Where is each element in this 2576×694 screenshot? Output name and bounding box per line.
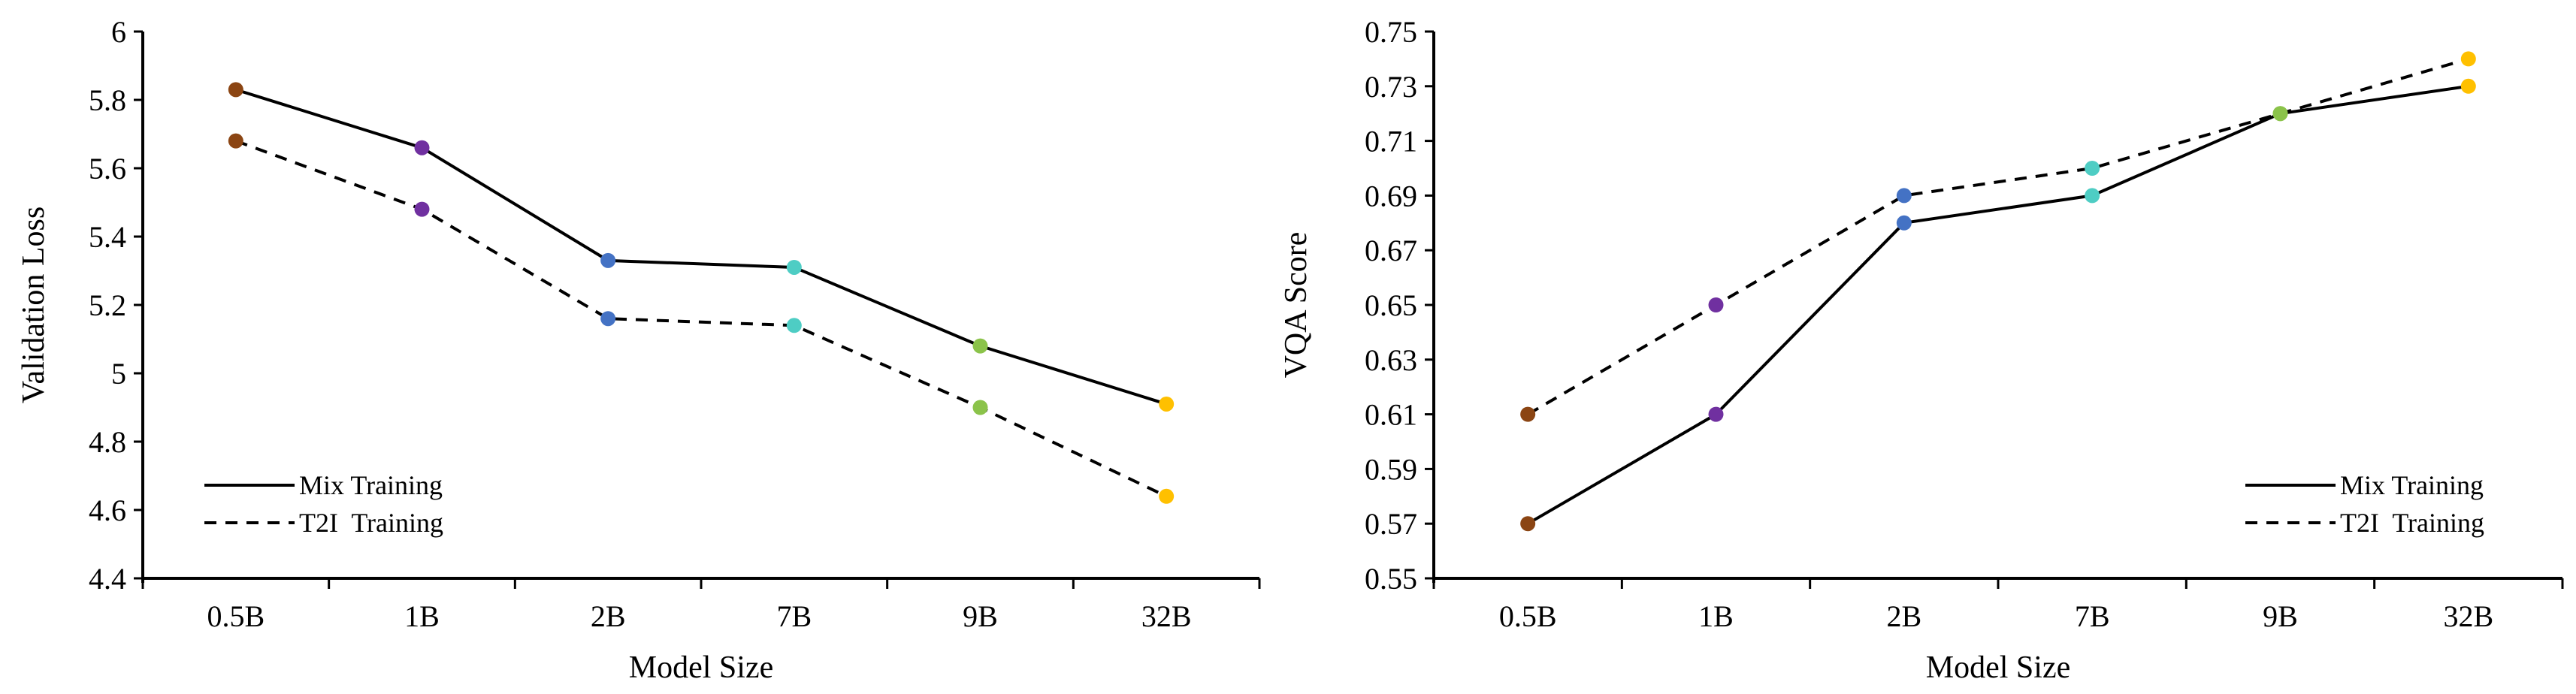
x-tick-label: 0.5B [207,599,265,633]
y-tick-label: 4.6 [89,493,126,527]
data-point-t2i-32b [2460,51,2476,67]
data-point-t2i-7b [2085,161,2100,176]
data-point-t2i-0-5b [1520,406,1536,422]
y-tick-label: 4.4 [89,562,126,596]
x-tick-label: 32B [1141,599,1192,633]
legend-label: Mix Training [299,470,443,500]
y-tick-label: 6 [111,15,126,49]
y-tick-label: 0.73 [1365,70,1417,104]
x-tick-label: 7B [2075,599,2110,633]
data-point-mix-1b [1708,406,1724,422]
data-point-mix-2b [600,252,616,268]
y-axis-title: VQA Score [1279,232,1314,379]
y-tick-label: 0.65 [1365,288,1417,322]
x-tick-label: 9B [963,599,998,633]
data-point-mix-32b [1159,396,1175,412]
y-axis-title: Validation Loss [17,207,51,403]
x-tick-label: 32B [2443,599,2493,633]
y-tick-label: 0.75 [1365,15,1417,49]
data-point-mix-32b [2460,78,2476,94]
x-tick-label: 2B [1886,599,1921,633]
data-point-t2i-2b [600,311,616,327]
y-tick-label: 0.67 [1365,234,1417,267]
series-line-mix-training [235,88,1167,406]
data-point-t2i-2b [1896,188,1912,204]
data-point-t2i-1b [414,201,430,217]
data-point-t2i-7b [786,318,802,333]
data-point-mix-0-5b [228,82,243,98]
y-tick-label: 4.8 [89,425,126,459]
y-tick-label: 5.4 [89,220,126,254]
data-point-t2i-0-5b [228,133,243,149]
y-tick-label: 0.59 [1365,452,1417,486]
x-tick-label: 2B [591,599,626,633]
x-tick-label: 1B [404,599,440,633]
y-tick-label: 0.55 [1365,562,1417,596]
legend-label: Mix Training [2340,470,2484,500]
y-tick-label: 5 [111,357,126,391]
data-point-mix-7b [2085,188,2100,204]
series-line-t2i-training [1527,57,2469,416]
y-tick-label: 0.61 [1365,398,1417,432]
data-point-mix-9b [972,338,988,354]
data-point-mix-0-5b [1520,516,1536,532]
legend-label: T2I Training [299,508,443,538]
data-point-t2i-32b [1159,488,1175,504]
legend-label: T2I Training [2340,508,2484,538]
x-axis-title: Model Size [629,650,773,685]
y-tick-label: 0.71 [1365,125,1417,158]
x-tick-label: 7B [776,599,812,633]
y-tick-label: 5.2 [89,288,126,322]
data-point-mix-7b [786,259,802,275]
y-tick-label: 0.69 [1365,179,1417,213]
series-line-mix-training [1527,84,2469,525]
x-tick-label: 1B [1698,599,1734,633]
x-tick-label: 0.5B [1499,599,1557,633]
data-point-t2i-9b [972,400,988,415]
data-point-mix-1b [414,140,430,155]
data-point-t2i-9b [2272,106,2288,122]
y-tick-label: 0.57 [1365,507,1417,541]
y-tick-label: 5.6 [89,152,126,186]
data-point-t2i-1b [1708,297,1724,312]
series-line-t2i-training [235,139,1168,498]
y-tick-label: 0.63 [1365,343,1417,377]
x-axis-title: Model Size [1926,650,2070,685]
data-point-mix-2b [1896,215,1912,231]
y-tick-label: 5.8 [89,83,126,117]
x-tick-label: 9B [2263,599,2298,633]
